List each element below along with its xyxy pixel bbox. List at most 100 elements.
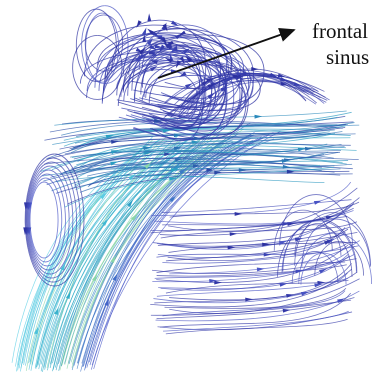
flow-arrowhead — [178, 71, 187, 78]
flow-arrowhead — [164, 152, 172, 157]
flow-arrowhead — [166, 40, 174, 46]
flow-arrowhead — [175, 60, 181, 69]
flow-arrowhead — [149, 65, 158, 72]
annotation-label-line2: sinus — [326, 45, 370, 69]
recirculation-loops — [24, 5, 129, 287]
flow-arrowhead — [294, 237, 303, 242]
streamline — [152, 258, 357, 275]
streamline — [128, 34, 265, 105]
flow-arrowhead — [319, 268, 327, 274]
flow-arrowhead — [148, 50, 157, 55]
flow-arrowhead — [146, 38, 153, 46]
flow-arrowhead — [280, 81, 289, 86]
flow-arrowhead — [286, 294, 294, 298]
streamline — [152, 226, 351, 247]
flow-arrowhead — [105, 134, 114, 139]
streamline — [26, 161, 77, 279]
flow-arrowhead — [173, 146, 182, 151]
annotation-arrow — [157, 28, 296, 79]
flow-arrowhead — [295, 269, 304, 274]
streamline — [150, 181, 352, 217]
flow-arrowhead — [280, 77, 288, 82]
flow-arrowhead — [210, 82, 219, 87]
flow-arrowhead — [54, 307, 59, 315]
streamline — [155, 290, 360, 322]
streamline — [30, 135, 168, 365]
flow-arrowhead — [185, 83, 193, 89]
streamline — [277, 224, 353, 277]
flow-arrowhead — [147, 13, 152, 22]
streamline — [164, 287, 347, 309]
streamline — [314, 241, 364, 276]
streamline — [162, 310, 349, 332]
streamline — [294, 212, 371, 266]
streamline — [169, 201, 360, 218]
flow-arrowhead — [111, 140, 119, 144]
flow-arrowhead — [227, 245, 236, 250]
flow-arrowhead — [182, 48, 190, 55]
streamline — [88, 169, 341, 186]
streamline — [294, 223, 342, 256]
flow-arrowhead — [201, 80, 210, 86]
flow-arrowhead — [162, 42, 171, 49]
streamline — [150, 268, 352, 308]
flow-arrowhead — [325, 215, 334, 220]
streamline — [156, 277, 348, 297]
streamline — [47, 127, 346, 160]
streamline — [25, 157, 81, 283]
flow-arrowhead — [214, 280, 222, 285]
streamline — [18, 148, 161, 369]
streamline — [79, 163, 353, 193]
streamline — [28, 173, 66, 267]
streamline — [159, 197, 360, 236]
streamline — [46, 151, 341, 186]
flow-arrowhead — [173, 44, 178, 52]
streamline — [161, 199, 352, 213]
flow-arrowhead — [286, 169, 295, 174]
flow-arrowhead — [162, 128, 171, 133]
flow-arrowhead — [142, 34, 147, 43]
flow-arrowhead — [251, 67, 259, 71]
flow-arrowhead — [305, 146, 313, 151]
flow-arrowhead — [154, 44, 163, 49]
streamline — [71, 124, 226, 371]
streamline — [75, 8, 117, 82]
flow-arrowhead — [313, 200, 322, 205]
streamline — [156, 264, 347, 277]
flow-arrowhead — [192, 164, 201, 168]
streamline — [160, 254, 349, 291]
streamline — [81, 5, 129, 85]
flow-arrowhead — [175, 157, 183, 162]
streamline — [156, 244, 349, 283]
flow-arrowhead — [127, 199, 134, 208]
streamline — [43, 160, 335, 182]
flow-arrowhead — [214, 170, 222, 175]
streamline — [165, 318, 348, 335]
flow-arrowhead — [154, 119, 162, 124]
flow-arrowhead — [143, 146, 152, 151]
streamline — [40, 150, 197, 372]
flow-arrowhead — [135, 53, 141, 62]
flow-arrowhead — [185, 55, 192, 63]
flow-arrowhead — [92, 273, 98, 282]
flow-arrowhead — [297, 147, 306, 152]
flow-arrowhead — [317, 280, 326, 285]
flow-arrowhead — [159, 44, 166, 53]
flow-arrowhead — [279, 282, 288, 287]
flow-arrowhead — [207, 92, 215, 100]
flow-arrowhead — [147, 28, 155, 35]
flow-arrowhead — [277, 73, 286, 78]
streamline — [76, 151, 347, 166]
flow-arrowhead — [229, 232, 238, 237]
streamline — [150, 216, 348, 231]
flow-arrowhead — [99, 192, 107, 200]
streamline — [154, 263, 352, 304]
flow-arrowhead — [233, 74, 241, 79]
streamline — [150, 207, 354, 234]
streamline — [67, 170, 350, 205]
flow-arrowhead — [102, 218, 109, 226]
annotation-label-line1: frontal — [312, 19, 368, 43]
flow-arrowhead — [173, 133, 182, 138]
flow-arrowhead — [130, 213, 138, 221]
